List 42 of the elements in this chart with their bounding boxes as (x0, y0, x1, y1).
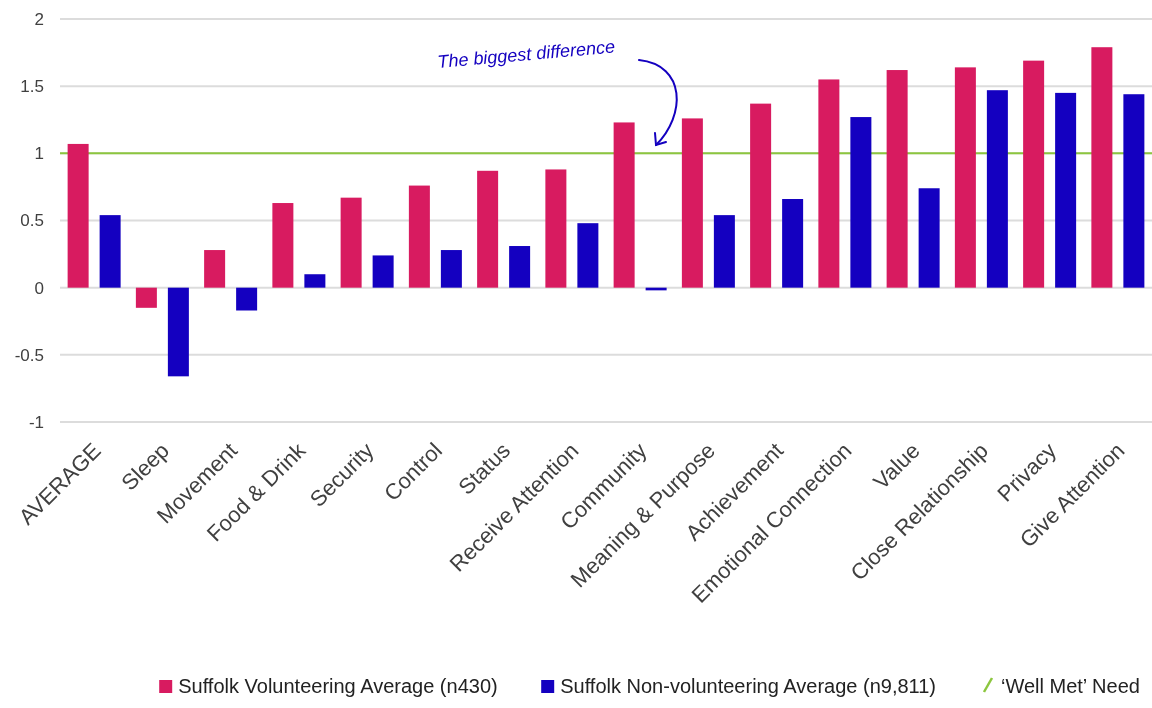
bar (954, 67, 976, 288)
bar (509, 246, 531, 288)
bar (99, 215, 121, 288)
bar (545, 169, 567, 288)
bar (1091, 47, 1113, 288)
bar (750, 103, 772, 288)
y-tick-label: 0 (34, 278, 44, 298)
bar (272, 203, 294, 288)
bar (713, 215, 735, 288)
bar (304, 274, 326, 288)
bar (1055, 92, 1077, 288)
bar (1023, 60, 1045, 288)
bar (135, 287, 157, 308)
bar (440, 250, 462, 288)
y-tick-label: 0.5 (20, 211, 44, 231)
legend-label: ‘Well Met’ Need (1001, 675, 1140, 697)
bar (67, 143, 89, 288)
bar (408, 185, 430, 288)
legend-label: Suffolk Volunteering Average (n430) (178, 675, 498, 697)
legend-label: Suffolk Non-volunteering Average (n9,811) (560, 675, 937, 697)
bar (236, 287, 258, 311)
bar (818, 79, 840, 288)
bar (886, 70, 908, 288)
bar (613, 122, 635, 288)
y-tick-label: -1 (28, 412, 44, 432)
y-tick-label: 1.5 (20, 77, 44, 97)
y-tick-label: 1 (34, 144, 44, 164)
bar (986, 90, 1008, 288)
annotation: The biggest difference (436, 36, 616, 72)
bar (850, 117, 872, 288)
bar (918, 188, 940, 288)
bar (372, 255, 394, 288)
bar (782, 199, 804, 288)
bar (681, 118, 703, 288)
bar (204, 250, 226, 288)
bar (1123, 94, 1145, 288)
bar (340, 197, 362, 288)
bar (477, 170, 499, 288)
bar (167, 287, 189, 377)
y-tick-label: 2 (34, 9, 44, 29)
bar (577, 223, 599, 288)
y-tick-label: -0.5 (14, 345, 44, 365)
